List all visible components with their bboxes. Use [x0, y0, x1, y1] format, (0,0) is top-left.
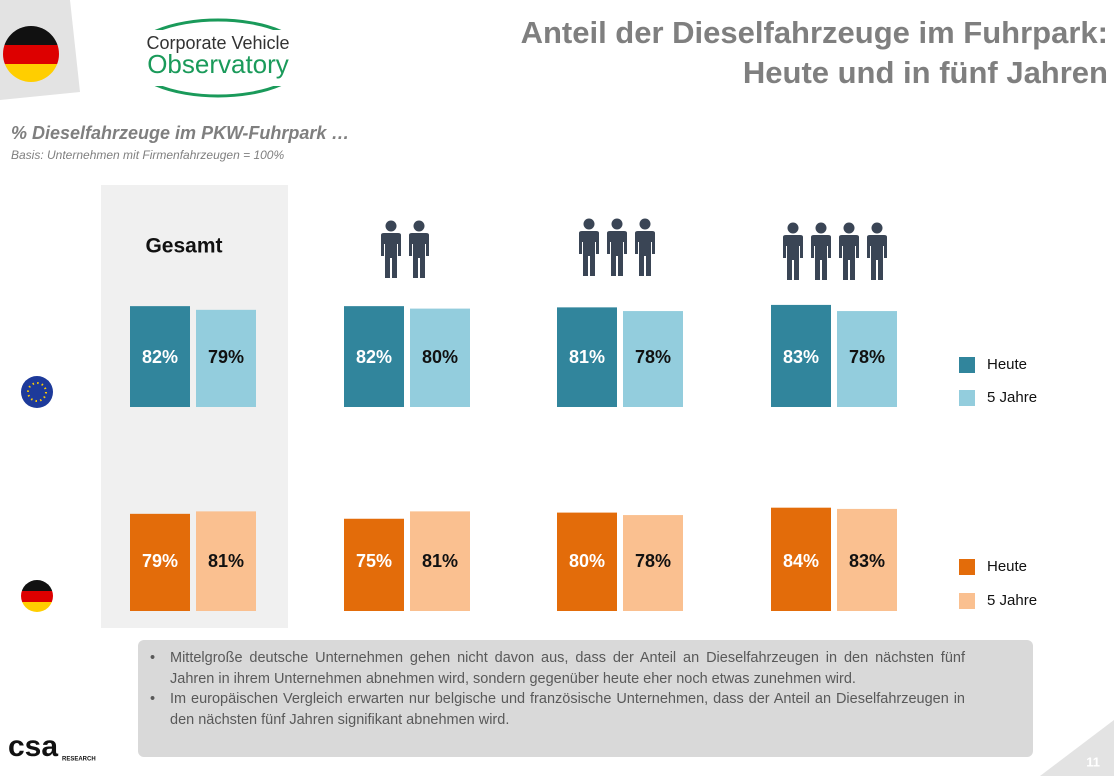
bar: [130, 306, 190, 407]
legend-label: Heute: [987, 356, 1027, 373]
bar: [557, 512, 617, 611]
legend-swatch: [959, 593, 975, 609]
value-label: 79%: [208, 347, 244, 367]
bar: [344, 306, 404, 407]
logo-text: Corporate Vehicle: [146, 33, 289, 53]
value-label: 83%: [849, 551, 885, 571]
legend-label: Heute: [987, 558, 1027, 575]
value-label: 81%: [569, 347, 605, 367]
bar: [410, 511, 470, 611]
eu-flag: [21, 376, 53, 408]
brand: csa: [8, 730, 58, 763]
bar: [623, 311, 683, 407]
value-label: 83%: [783, 347, 819, 367]
legend-swatch: [959, 559, 975, 575]
value-label: 81%: [422, 551, 458, 571]
bar: [623, 515, 683, 611]
bar: [557, 307, 617, 407]
category-label: Gesamt: [145, 235, 222, 258]
title: Heute und in fünf Jahren: [743, 55, 1108, 90]
value-label: 78%: [635, 347, 671, 367]
bar: [771, 507, 831, 611]
corner-shape: [1040, 720, 1114, 776]
basis: Basis: Unternehmen mit Firmenfahrzeugen …: [11, 148, 284, 162]
bar: [837, 508, 897, 611]
logo: Corporate Vehicle Observatory: [125, 18, 315, 98]
de-flag: [3, 26, 59, 82]
note: Mittelgroße deutsche Unternehmen gehen n…: [148, 648, 965, 689]
value-label: 75%: [356, 551, 392, 571]
page-number: 11: [1086, 754, 1100, 769]
value-label: 79%: [142, 551, 178, 571]
value-label: 80%: [569, 551, 605, 571]
legend-label: 5 Jahre: [987, 389, 1037, 406]
legend-label: 5 Jahre: [987, 592, 1037, 609]
bar: [410, 308, 470, 407]
de-flag-small: [21, 580, 53, 612]
note: Im europäischen Vergleich erwarten nur b…: [148, 689, 965, 730]
legend-swatch: [959, 390, 975, 406]
title: Anteil der Dieselfahrzeuge im Fuhrpark:: [521, 15, 1108, 50]
value-label: 80%: [422, 347, 458, 367]
value-label: 81%: [208, 551, 244, 571]
value-label: 78%: [849, 347, 885, 367]
bar: [130, 513, 190, 611]
bar: [344, 518, 404, 611]
value-label: 78%: [635, 551, 671, 571]
logo-text: Observatory: [147, 49, 289, 79]
value-label: 82%: [356, 347, 392, 367]
notes-box: Mittelgroße deutsche Unternehmen gehen n…: [138, 640, 1033, 757]
value-label: 84%: [783, 551, 819, 571]
bar: [196, 511, 256, 611]
value-label: 82%: [142, 347, 178, 367]
bar: [771, 304, 831, 407]
size-icons: [381, 218, 887, 280]
legend-swatch: [959, 357, 975, 373]
bar: [196, 309, 256, 407]
bar: [837, 311, 897, 407]
subtitle: % Dieselfahrzeuge im PKW-Fuhrpark …: [11, 123, 349, 143]
brand: RESEARCH: [62, 757, 96, 763]
